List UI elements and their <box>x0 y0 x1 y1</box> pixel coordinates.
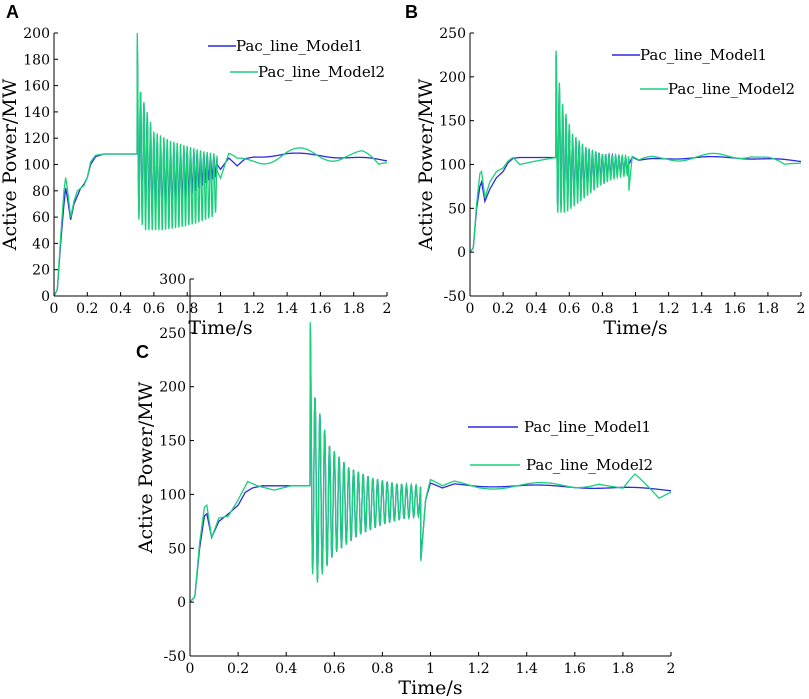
y-tick-label: 40 <box>32 236 50 252</box>
x-tick-label: 1.6 <box>309 301 331 317</box>
panel-letter: B <box>405 2 418 22</box>
legend-label-model1: Pac_line_Model1 <box>640 46 767 64</box>
x-tick-label: 1.6 <box>564 661 586 677</box>
x-tick-label: 1 <box>631 301 640 317</box>
x-tick-label: 1 <box>216 301 225 317</box>
y-tick-label: 50 <box>168 541 186 557</box>
x-tick-label: 1.4 <box>691 301 713 317</box>
x-tick-label: 0.6 <box>323 661 345 677</box>
y-tick-label: 100 <box>23 158 50 174</box>
y-tick-label: 140 <box>23 105 50 121</box>
chart-panel-b: B0 0.2 0.4 0.6 0.8 1 1.2 1.4 1.6 1.8 2-50050100150… <box>405 2 805 339</box>
y-tick-label: 180 <box>23 52 50 68</box>
x-tick-label: 0.2 <box>227 661 249 677</box>
y-tick-label: 250 <box>159 326 186 342</box>
series-line-model1 <box>190 327 671 603</box>
series-group <box>54 32 387 296</box>
y-tick-label: 160 <box>23 79 50 95</box>
y-tick-label: 20 <box>32 263 50 279</box>
x-tick-label: 0.4 <box>525 301 547 317</box>
legend-label-model2: Pac_line_Model2 <box>526 456 653 474</box>
y-tick-label: 150 <box>439 114 466 130</box>
legend-label-model2: Pac_line_Model2 <box>258 63 385 81</box>
x-tick-label: 1.4 <box>516 661 538 677</box>
y-tick-label: 60 <box>32 210 50 226</box>
x-tick-label: 1.8 <box>757 301 779 317</box>
y-axis-label: Active Power/MW <box>135 381 157 554</box>
x-tick-label: 0 <box>50 301 59 317</box>
y-tick-label: 300 <box>159 272 186 288</box>
x-tick-label: 0 <box>186 661 195 677</box>
y-tick-label: 200 <box>159 380 186 396</box>
x-tick-label: 0.4 <box>109 301 131 317</box>
y-tick-label: 200 <box>439 70 466 86</box>
x-axis-label: Time/s <box>398 677 462 699</box>
legend-label-model2: Pac_line_Model2 <box>668 80 795 98</box>
y-tick-label: 100 <box>439 158 466 174</box>
chart-panel-c: C0 0.2 0.4 0.6 0.8 1 1.2 1.4 1.6 1.8 2-50050100150… <box>135 272 675 699</box>
y-tick-label: 80 <box>32 184 50 200</box>
x-tick-label: 1.8 <box>612 661 634 677</box>
y-axis-label: Active Power/MW <box>0 78 21 251</box>
panel-letter: C <box>136 342 149 362</box>
x-tick-label: 0.8 <box>591 301 613 317</box>
x-tick-label: 0.2 <box>492 301 514 317</box>
x-tick-label: 1 <box>426 661 435 677</box>
legend-label-model1: Pac_line_Model1 <box>524 418 651 436</box>
series-group <box>190 322 671 603</box>
x-tick-label: 1.6 <box>724 301 746 317</box>
series-line-model1 <box>54 46 387 296</box>
x-tick-label: 0 <box>466 301 475 317</box>
y-tick-label: 0 <box>41 289 50 305</box>
x-tick-label: 0.6 <box>558 301 580 317</box>
x-tick-label: 1.4 <box>276 301 298 317</box>
x-tick-label: 0.4 <box>275 661 297 677</box>
x-tick-label: 0.2 <box>76 301 98 317</box>
y-tick-label: -50 <box>443 289 466 305</box>
x-axis-label: Time/s <box>188 317 252 339</box>
x-tick-label: 1.2 <box>243 301 265 317</box>
x-tick-label: 2 <box>667 661 676 677</box>
y-tick-label: 100 <box>159 487 186 503</box>
y-axis-label: Active Power/MW <box>415 78 437 251</box>
y-tick-label: -50 <box>163 649 186 665</box>
series-group <box>470 50 801 253</box>
series-line-model2 <box>190 322 671 603</box>
y-tick-label: 50 <box>448 201 466 217</box>
legend: Pac_line_Model1 Pac_line_Model2 <box>208 37 385 81</box>
legend-label-model1: Pac_line_Model1 <box>236 37 363 55</box>
x-tick-label: 1.8 <box>343 301 365 317</box>
y-tick-label: 0 <box>457 245 466 261</box>
x-axis-label: Time/s <box>603 317 667 339</box>
y-tick-label: 250 <box>439 26 466 42</box>
chart-panel-a: A0 0.2 0.4 0.6 0.8 1 1.2 1.4 1.6 1.8 2020406080100… <box>0 2 391 339</box>
x-tick-label: 1.2 <box>657 301 679 317</box>
panel-letter: A <box>6 2 19 22</box>
x-tick-label: 2 <box>383 301 392 317</box>
y-tick-label: 120 <box>23 131 50 147</box>
legend: Pac_line_Model1 Pac_line_Model2 <box>612 46 795 98</box>
x-tick-label: 0.8 <box>176 301 198 317</box>
x-tick-label: 2 <box>797 301 806 317</box>
x-tick-label: 0.6 <box>143 301 165 317</box>
y-tick-label: 150 <box>159 434 186 450</box>
series-line-model2 <box>470 50 801 253</box>
series-line-model2 <box>54 32 387 296</box>
x-tick-label: 0.8 <box>371 661 393 677</box>
y-tick-label: 0 <box>177 595 186 611</box>
legend: Pac_line_Model1 Pac_line_Model2 <box>468 418 653 474</box>
y-tick-label: 200 <box>23 26 50 42</box>
x-tick-label: 1.2 <box>467 661 489 677</box>
